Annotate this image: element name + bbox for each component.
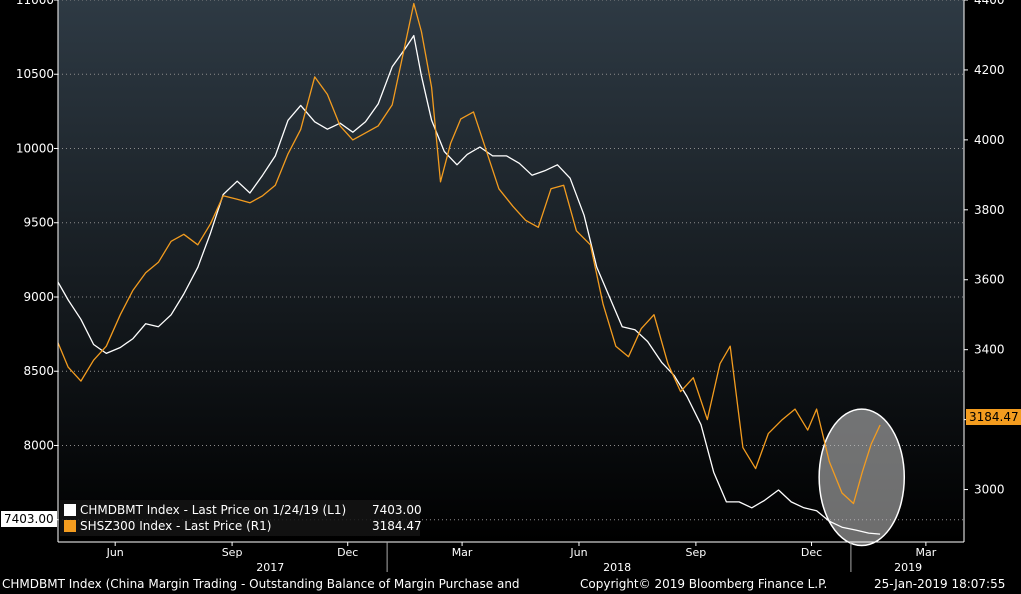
left-tick-label: 9500: [23, 216, 54, 230]
year-label: 2018: [603, 561, 631, 574]
year-label: 2017: [256, 561, 284, 574]
right-tick-label: 3400: [974, 343, 1005, 357]
right-tick-label: 4000: [974, 133, 1005, 147]
right-tick-label: 4200: [974, 63, 1005, 77]
right-tick-label: 3600: [974, 273, 1005, 287]
year-label: 2019: [894, 561, 922, 574]
grid-lines: [58, 0, 964, 521]
highlight-layer: [818, 408, 906, 547]
series-line-chmdbmt: [57, 34, 881, 535]
legend-value: 7403.00: [372, 503, 422, 517]
legend-swatch-white-icon: [64, 504, 76, 516]
left-last-price-label: 7403.00: [1, 511, 57, 527]
x-tick-label: Sep: [222, 546, 243, 559]
footer-description: CHMDBMT Index (China Margin Trading - Ou…: [2, 577, 520, 591]
x-tick-label: Jun: [569, 546, 587, 559]
left-tick-label: 8000: [23, 438, 54, 452]
right-tick-label: 3000: [974, 483, 1005, 497]
x-tick-label: Dec: [801, 546, 822, 559]
plot-background: [58, 0, 964, 542]
x-tick-label: Mar: [915, 546, 936, 559]
axes: 7500800085009000950010000105001100030003…: [16, 0, 1005, 574]
legend-label: CHMDBMT Index - Last Price on 1/24/19 (L…: [80, 503, 347, 517]
x-tick-label: Jun: [106, 546, 124, 559]
legend-value: 3184.47: [372, 519, 422, 533]
legend-swatch-orange-icon: [64, 520, 76, 532]
series-layer: [57, 2, 881, 535]
x-tick-label: Dec: [337, 546, 358, 559]
right-tick-label: 4400: [974, 0, 1005, 7]
x-tick-label: Mar: [452, 546, 473, 559]
right-tick-label: 3800: [974, 203, 1005, 217]
footer-copyright: Copyright© 2019 Bloomberg Finance L.P.: [580, 577, 828, 591]
x-tick-label: Sep: [686, 546, 707, 559]
left-tick-label: 10000: [16, 141, 54, 155]
legend-entry-shsz300: SHSZ300 Index - Last Price (R1) 3184.47: [64, 518, 422, 534]
left-tick-label: 9000: [23, 290, 54, 304]
left-tick-label: 10500: [16, 67, 54, 81]
right-last-price-label: 3184.47: [966, 409, 1021, 425]
highlight-ellipse: [818, 408, 906, 547]
series-line-shsz300: [57, 2, 881, 505]
left-tick-label: 11000: [16, 0, 54, 7]
legend: CHMDBMT Index - Last Price on 1/24/19 (L…: [60, 500, 422, 536]
footer-timestamp: 25-Jan-2019 18:07:55: [874, 577, 1006, 591]
left-tick-label: 8500: [23, 364, 54, 378]
legend-label: SHSZ300 Index - Last Price (R1): [80, 519, 272, 533]
legend-entry-chmdbmt: CHMDBMT Index - Last Price on 1/24/19 (L…: [64, 502, 422, 518]
